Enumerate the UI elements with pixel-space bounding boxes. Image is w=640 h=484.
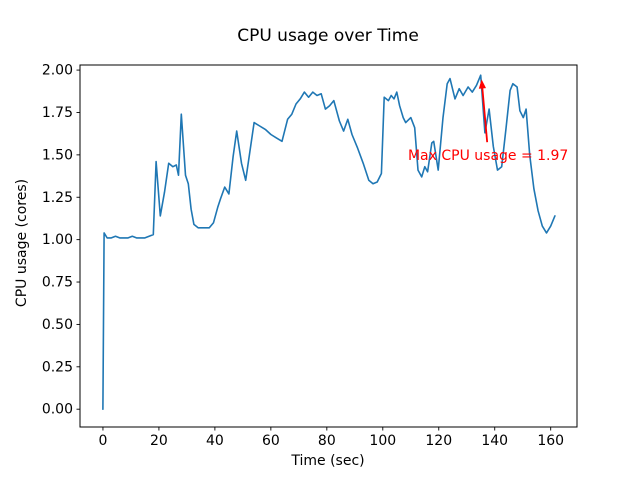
- y-axis-label: CPU usage (cores): [14, 179, 30, 307]
- x-tick-label: 140: [481, 433, 508, 449]
- y-tick-label: 0.75: [42, 275, 73, 291]
- x-tick-label: 80: [318, 433, 336, 449]
- y-tick-label: 1.50: [42, 147, 73, 163]
- x-tick-label: 0: [98, 433, 107, 449]
- plot-border: [79, 64, 578, 428]
- x-axis-ticks: 0 20 40 60 80 100 120 140 160: [98, 427, 564, 449]
- y-tick-label: 0.25: [42, 359, 73, 375]
- cpu-usage-line-series: [102, 74, 556, 410]
- y-tick-label: 2.00: [42, 63, 73, 79]
- y-tick-label: 1.25: [42, 190, 73, 206]
- max-annotation-arrow: [478, 79, 489, 143]
- arrow-head: [478, 79, 486, 89]
- x-tick-label: 40: [206, 433, 224, 449]
- arrow-shaft: [481, 84, 489, 143]
- x-tick-label: 120: [425, 433, 452, 449]
- max-annotation-text: Max CPU usage = 1.97: [408, 148, 568, 164]
- chart-title: CPU usage over Time: [237, 26, 419, 46]
- y-axis-ticks: 0.00 0.25 0.50 0.75 1.00 1.25 1.50 1.75 2.00: [42, 63, 80, 418]
- y-tick-label: 0.00: [42, 402, 73, 418]
- y-tick-label: 1.00: [42, 232, 73, 248]
- x-tick-label: 20: [150, 433, 168, 449]
- y-tick-label: 0.50: [42, 317, 73, 333]
- x-tick-label: 100: [369, 433, 396, 449]
- series-path: [102, 74, 556, 410]
- x-axis-label: Time (sec): [290, 453, 364, 469]
- y-tick-label: 1.75: [42, 105, 73, 121]
- x-tick-label: 160: [537, 433, 564, 449]
- x-tick-label: 60: [262, 433, 280, 449]
